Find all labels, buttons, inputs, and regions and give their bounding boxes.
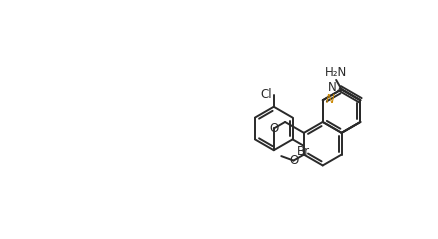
Text: Cl: Cl <box>260 88 272 101</box>
Text: N: N <box>328 81 337 94</box>
Text: H₂N: H₂N <box>325 66 347 79</box>
Text: O: O <box>289 154 298 167</box>
Text: N: N <box>326 93 335 106</box>
Text: Br: Br <box>297 145 310 158</box>
Text: O: O <box>269 122 279 135</box>
